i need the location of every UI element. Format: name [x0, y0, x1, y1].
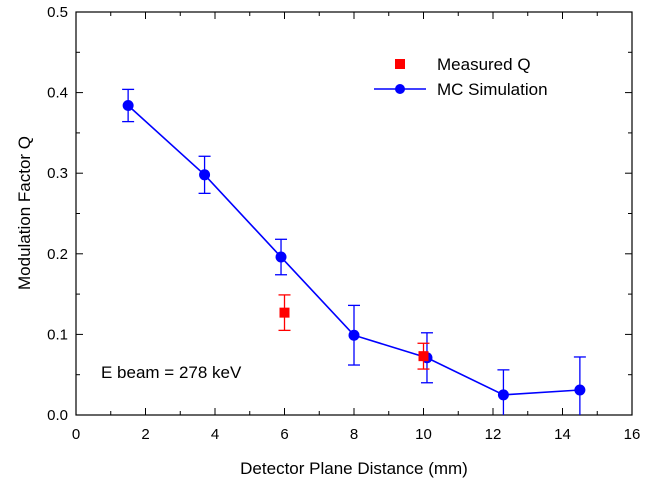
x-tick-label: 12 — [485, 426, 502, 443]
simulation-point — [122, 99, 134, 111]
legend: Measured Q MC Simulation — [374, 55, 548, 99]
y-tick-label: 0.4 — [47, 85, 68, 102]
y-axis-title: Modulation Factor Q — [15, 136, 34, 290]
y-tick-label: 0.0 — [47, 407, 68, 424]
x-tick-label: 6 — [280, 426, 288, 443]
axis-ticks — [75, 11, 633, 416]
energy-annotation: E beam = 278 keV — [101, 363, 242, 382]
simulation-point — [348, 329, 360, 341]
y-tick-label: 0.2 — [47, 246, 68, 263]
x-tick-label: 0 — [72, 426, 80, 443]
x-tick-label: 14 — [554, 426, 571, 443]
legend-marker-simulation — [395, 84, 405, 94]
series-layer — [122, 88, 586, 415]
y-tick-label: 0.5 — [47, 4, 68, 21]
y-tick-label: 0.1 — [47, 326, 68, 343]
simulation-point — [574, 384, 586, 396]
simulation-point — [275, 251, 287, 263]
legend-marker-measured — [395, 59, 405, 69]
simulation-point — [199, 169, 211, 181]
x-axis-title: Detector Plane Distance (mm) — [240, 459, 468, 478]
measured-point — [418, 351, 429, 362]
legend-label-simulation: MC Simulation — [437, 80, 548, 99]
y-tick-label: 0.3 — [47, 165, 68, 182]
x-tick-label: 10 — [415, 426, 432, 443]
simulation-point — [497, 389, 509, 401]
x-tick-label: 2 — [141, 426, 149, 443]
x-tick-label: 8 — [350, 426, 358, 443]
x-tick-label: 16 — [624, 426, 641, 443]
x-tick-label: 4 — [211, 426, 219, 443]
x-tick-labels: 0 2 4 6 8 10 12 14 16 — [72, 426, 641, 443]
legend-label-measured: Measured Q — [437, 55, 531, 74]
measured-point — [279, 307, 290, 318]
y-tick-labels: 0.0 0.1 0.2 0.3 0.4 0.5 — [47, 4, 68, 424]
